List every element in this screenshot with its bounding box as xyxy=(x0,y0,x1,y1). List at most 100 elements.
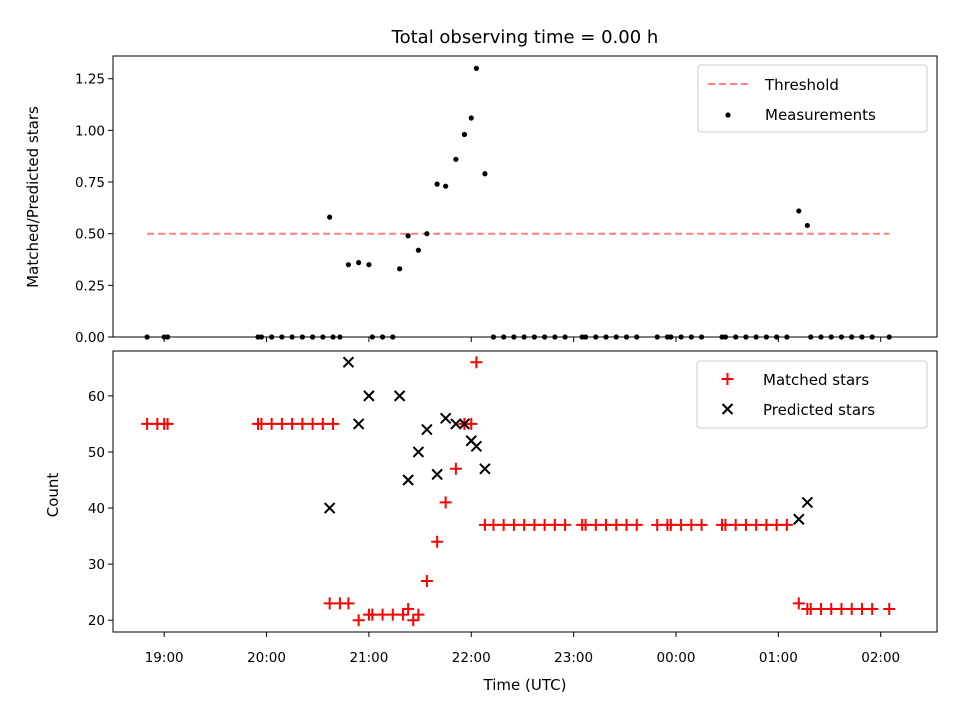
matched-star-point xyxy=(760,518,773,531)
matched-star-point xyxy=(675,518,688,531)
bottom-y-tick-label: 50 xyxy=(88,445,105,461)
bottom-x-tick-label: 02:00 xyxy=(861,650,900,666)
matched-star-point xyxy=(559,518,572,531)
predicted-star-point xyxy=(439,412,452,425)
measurement-point xyxy=(345,262,352,268)
bottom-x-tick-label: 19:00 xyxy=(145,650,184,666)
predicted-star-point xyxy=(431,468,443,481)
matched-star-point xyxy=(538,518,551,531)
predicted-star-point xyxy=(393,390,406,402)
top-plot-area: 0.00 0.25 0.50 0.75 1.00 1.25 xyxy=(75,55,938,346)
predicted-star-point xyxy=(458,418,471,430)
measurement-point xyxy=(424,231,430,237)
legend-measurements-marker xyxy=(725,112,731,118)
matched-star-point xyxy=(342,597,355,610)
legend-measurements-label: Measurements xyxy=(765,106,876,124)
matched-star-point xyxy=(255,417,268,430)
matched-star-point xyxy=(412,608,425,621)
matched-star-point xyxy=(376,608,389,621)
measurement-point xyxy=(482,171,488,177)
top-legend-box xyxy=(697,64,928,133)
legend-predicted-marker xyxy=(721,403,734,415)
measurement-point xyxy=(415,247,421,253)
measurement-point xyxy=(468,115,474,121)
predicted-star-point xyxy=(470,440,483,453)
bottom-y-tick-label: 40 xyxy=(88,501,105,517)
measurement-point xyxy=(405,233,411,239)
bottom-plot-area: 20 30 40 50 60 19:00 20:00 21:00 22:00 23:00 00:00… xyxy=(88,350,938,666)
measurement-point xyxy=(434,181,440,187)
matched-star-point xyxy=(814,603,827,616)
matched-star-point xyxy=(141,417,154,430)
matched-star-point xyxy=(465,417,478,430)
matched-star-point xyxy=(528,518,541,531)
matched-star-point xyxy=(431,535,444,548)
measurement-point xyxy=(796,208,802,214)
predicted-star-point xyxy=(450,418,462,430)
matched-star-point xyxy=(770,518,783,531)
matched-star-point xyxy=(327,417,340,430)
bottom-y-tick-label: 60 xyxy=(88,389,105,405)
matched-star-point xyxy=(579,518,592,531)
legend-matched-label: Matched stars xyxy=(763,371,869,389)
matched-star-point xyxy=(750,518,763,531)
matched-star-point xyxy=(507,518,520,531)
predicted-star-point xyxy=(342,356,355,368)
top-y-tick-label: 1.25 xyxy=(75,72,105,88)
predicted-star-point xyxy=(323,502,336,514)
top-chart-title: Total observing time = 0.00 h xyxy=(391,27,659,48)
bottom-axes-frame xyxy=(112,350,938,633)
measurement-point xyxy=(397,266,403,272)
matched-star-point xyxy=(286,417,299,430)
matched-star-point xyxy=(306,417,319,430)
matched-star-point xyxy=(610,518,623,531)
matched-star-point xyxy=(439,496,452,509)
measurement-point xyxy=(366,262,372,268)
matched-star-point xyxy=(323,597,336,610)
matched-star-point xyxy=(804,603,817,616)
measurement-point xyxy=(327,214,333,220)
predicted-star-point xyxy=(479,463,491,475)
matched-star-point xyxy=(780,518,793,531)
matched-star-point xyxy=(366,608,379,621)
bottom-x-tick-label: 01:00 xyxy=(759,650,798,666)
matched-star-point xyxy=(487,518,500,531)
matched-star-point xyxy=(620,518,633,531)
predicted-star-point xyxy=(801,496,814,509)
matched-star-point xyxy=(739,518,752,531)
top-y-tick-label: 1.00 xyxy=(75,123,105,139)
matched-star-point xyxy=(386,608,399,621)
measurement-point xyxy=(473,65,479,71)
matched-star-point xyxy=(845,603,858,616)
matched-star-point xyxy=(792,597,805,610)
predicted-star-point xyxy=(412,446,425,458)
legend-threshold-label: Threshold xyxy=(764,76,839,94)
top-y-tick-label: 0.50 xyxy=(75,227,105,243)
bottom-y-tick-label: 20 xyxy=(88,613,105,629)
matched-star-point xyxy=(470,356,483,369)
matched-star-point xyxy=(695,518,708,531)
top-y-tick-label: 0.75 xyxy=(75,175,105,191)
bottom-x-tick-label: 22:00 xyxy=(452,650,491,666)
predicted-star-point xyxy=(352,418,365,430)
matched-star-point xyxy=(518,518,531,531)
matched-star-point xyxy=(397,608,410,621)
measurement-point xyxy=(453,156,459,162)
bottom-y-axis-label: Count xyxy=(44,473,62,518)
matched-star-point xyxy=(275,417,288,430)
matched-star-point xyxy=(825,603,838,616)
matched-star-point xyxy=(855,603,868,616)
bottom-x-tick-label: 20:00 xyxy=(247,650,286,666)
predicted-star-point xyxy=(363,390,375,402)
bottom-x-tick-label: 23:00 xyxy=(554,650,593,666)
predicted-star-point xyxy=(793,513,805,525)
top-axes-frame xyxy=(112,55,938,338)
matched-star-point xyxy=(548,518,561,531)
legend-matched-marker xyxy=(721,373,734,385)
matched-star-point xyxy=(497,518,510,531)
matched-star-point xyxy=(685,518,698,531)
x-axis-label: Time (UTC) xyxy=(483,676,567,694)
matched-star-point xyxy=(420,574,433,587)
bottom-legend: Matched stars Predicted stars xyxy=(696,360,928,429)
bottom-y-tick-label: 30 xyxy=(88,557,105,573)
